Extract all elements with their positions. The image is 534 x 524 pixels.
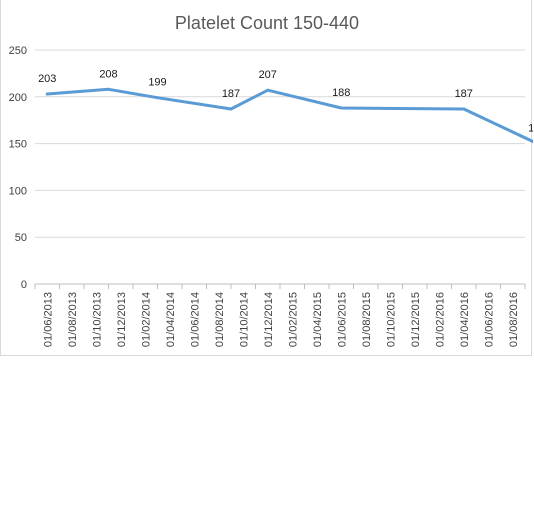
data-point (462, 107, 466, 111)
data-point (339, 106, 343, 110)
x-tick-label: 01/04/2016 (459, 292, 471, 347)
x-tick-label: 01/06/2016 (483, 292, 495, 347)
x-tick-label: 01/02/2015 (287, 292, 299, 347)
data-point (156, 96, 159, 100)
series-line (45, 87, 533, 144)
chart-frame: Platelet Count 150-440 0 50 100 150 200 250 0… (0, 0, 533, 356)
data-point (45, 92, 49, 96)
y-tick-label: 250 (9, 45, 27, 57)
x-tick-label: 01/10/2015 (385, 292, 397, 347)
line-chart: Platelet Count 150-440 0 50 100 150 200 250 0… (9, 13, 533, 347)
y-tick-label: 100 (9, 185, 27, 197)
y-tick-label: 0 (21, 279, 27, 291)
chart-title: Platelet Count 150-440 (175, 13, 359, 33)
y-tick-label: 200 (9, 92, 27, 104)
data-point (266, 88, 270, 92)
y-tick-label: 150 (9, 139, 27, 151)
data-point (107, 87, 110, 91)
x-tick-label: 01/10/2014 (238, 292, 250, 347)
data-label: 199 (148, 77, 166, 89)
data-labels: 203 208 199 187 207 188 187 150 (38, 68, 533, 134)
x-tick-label: 01/12/2013 (116, 292, 128, 347)
x-tick-label: 01/12/2014 (263, 292, 275, 347)
data-label: 208 (99, 68, 117, 80)
data-label: 207 (259, 69, 277, 81)
x-axis-ticks: 01/06/2013 01/08/2013 01/10/2013 01/12/2013… (34, 284, 526, 347)
x-tick-label: 01/12/2015 (410, 292, 422, 347)
data-label: 187 (455, 88, 473, 100)
data-label: 188 (332, 87, 350, 99)
x-tick-label: 01/08/2014 (214, 292, 226, 347)
x-tick-label: 01/06/2013 (42, 292, 54, 347)
x-tick-label: 01/08/2015 (361, 292, 373, 347)
x-tick-label: 01/08/2013 (67, 292, 79, 347)
data-label: 150 (528, 123, 533, 135)
x-tick-label: 01/02/2014 (140, 292, 152, 347)
x-tick-label: 01/08/2016 (508, 292, 520, 347)
data-label: 187 (222, 88, 240, 100)
data-point (229, 107, 233, 111)
gridlines (35, 49, 525, 285)
x-tick-label: 01/10/2013 (91, 292, 103, 347)
y-tick-label: 50 (15, 232, 27, 244)
x-tick-label: 01/02/2016 (434, 292, 446, 347)
x-tick-label: 01/06/2015 (336, 292, 348, 347)
series-group (45, 87, 533, 144)
data-label: 203 (38, 73, 56, 85)
x-tick-label: 01/06/2014 (189, 292, 201, 347)
x-tick-label: 01/04/2015 (312, 292, 324, 347)
x-tick-label: 01/04/2014 (165, 292, 177, 347)
y-axis-ticks: 0 50 100 150 200 250 (9, 45, 27, 291)
